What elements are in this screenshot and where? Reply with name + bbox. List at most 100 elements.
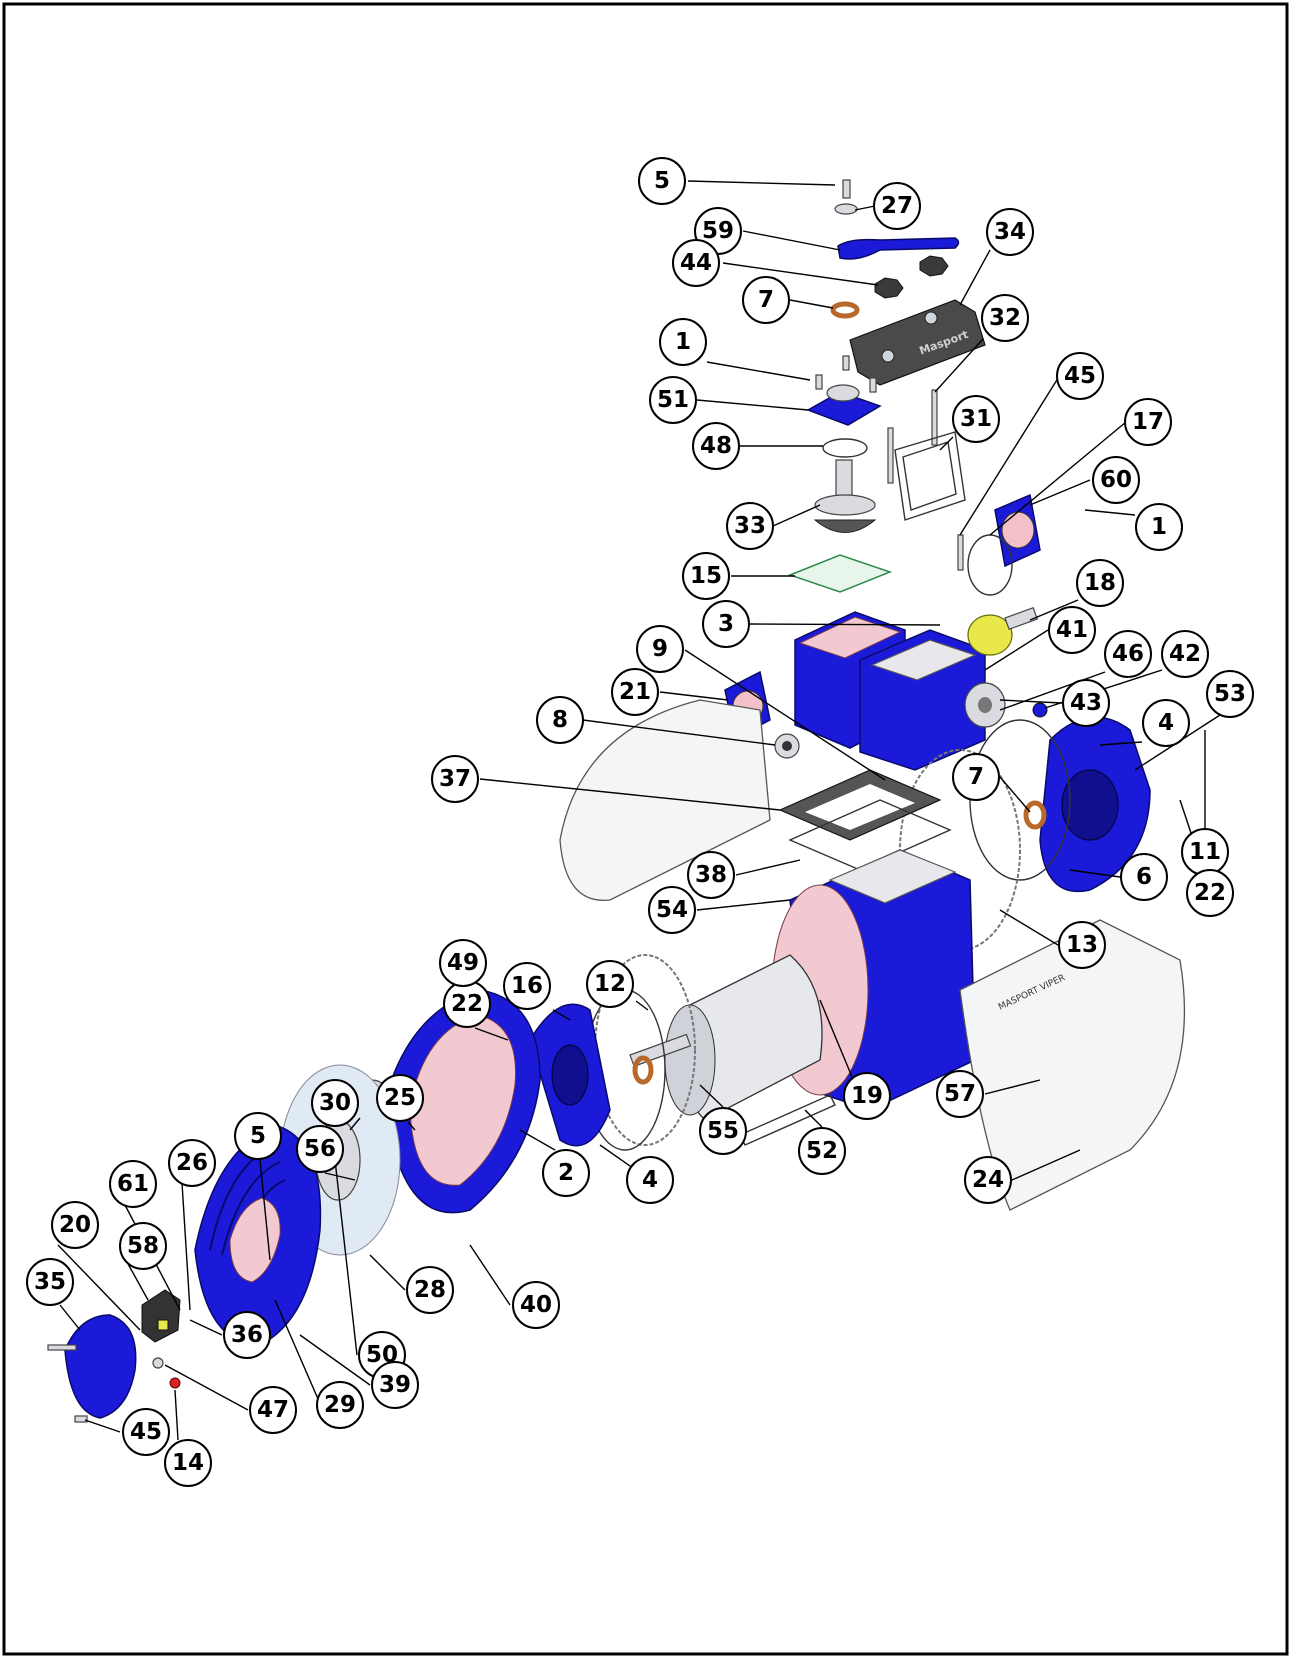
callout-label: 45 [1064,363,1096,389]
callout-label: 30 [319,1090,351,1116]
leader-26 [181,1182,191,1311]
washer-47 [152,1357,164,1369]
callout-20: 20 [51,1201,99,1249]
screw-1-c [842,355,850,371]
callout-circle [964,1156,1012,1204]
leader-17 [989,421,1127,536]
callout-label: 59 [702,218,734,244]
screw-1-b [869,377,877,393]
callout-label: 60 [1100,467,1132,493]
housing-41-opening [870,639,977,681]
callout-label: 22 [1194,880,1226,906]
callout-40: 40 [512,1281,560,1329]
callout-circle [699,1107,747,1155]
leader-35 [59,1304,81,1331]
leader-45a [959,374,1061,536]
gasket-15 [787,554,893,593]
rear-guard [559,699,771,901]
callout-1: 1 [659,318,707,366]
leader-52 [804,1109,823,1128]
callout-48: 48 [692,422,740,470]
callout-label: 17 [1132,409,1164,435]
callout-circle [798,1127,846,1175]
callout-circle [1186,869,1234,917]
leader-32 [934,338,984,393]
callout-9: 9 [636,625,684,673]
callout-circle [687,851,735,899]
callout-18: 18 [1076,559,1124,607]
o-ring-48 [822,438,868,458]
housing-31-inner [902,441,957,511]
callout-label: 31 [960,406,992,432]
callout-55: 55 [699,1107,747,1155]
callout-label: 7 [968,764,984,790]
fan-cover-39-grill-b [221,1161,281,1256]
callout-circle [952,753,1000,801]
callout-label: 54 [656,897,688,923]
callout-label: 32 [989,305,1021,331]
disc-43-hub [978,697,992,713]
callout-circle [873,182,921,230]
callout-label: 43 [1070,690,1102,716]
callout-circle [659,318,707,366]
callout-13: 13 [1058,921,1106,969]
callout-label: 12 [594,971,626,997]
callout-28: 28 [406,1266,454,1314]
callout-circle [512,1281,560,1329]
callout-7: 7 [742,276,790,324]
callout-label: 6 [1136,864,1152,890]
leader-56 [324,1172,356,1181]
callout-label: 49 [447,950,479,976]
end-cover-53-hub [1061,769,1119,841]
callout-1: 1 [1135,503,1183,551]
callout-circle [682,552,730,600]
pin-32-a [931,389,938,446]
callout-label: 52 [806,1138,838,1164]
valve-half-33 [813,519,877,533]
pump-body-54-top [828,849,957,904]
cover-34 [849,299,986,386]
valve-disk-33 [814,494,876,516]
callout-7: 7 [952,753,1000,801]
callout-circle [223,1311,271,1359]
callout-54: 54 [648,886,696,934]
callout-label: 37 [439,766,471,792]
leader-20 [57,1244,141,1331]
callout-circle [119,1222,167,1270]
callout-circle [503,962,551,1010]
leader-12 [635,1000,649,1011]
callout-label: 46 [1112,641,1144,667]
leader-43 [999,699,1063,704]
leader-55 [699,1084,724,1108]
callout-circle [702,600,750,648]
callout-60: 60 [1092,456,1140,504]
callout-circle [1058,921,1106,969]
callout-label: 29 [324,1392,356,1418]
callout-circle [1062,679,1110,727]
callout-circle [249,1386,297,1434]
filter-18 [967,614,1013,656]
callout-39: 39 [371,1361,419,1409]
red-part-14 [169,1377,181,1389]
callout-17: 17 [1124,398,1172,446]
copper-washer-7-mid [1023,800,1047,830]
lever-59 [837,237,960,260]
callout-27: 27 [873,182,921,230]
pin-45-top [957,534,964,571]
callout-circle [1142,699,1190,747]
callout-circle [611,668,659,716]
callout-circle [936,1070,984,1118]
callout-2: 2 [542,1149,590,1197]
callout-label: 16 [511,973,543,999]
callout-label: 5 [654,168,670,194]
callout-56: 56 [296,1125,344,1173]
callout-circle [742,276,790,324]
callout-35: 35 [26,1258,74,1306]
callout-circle [51,1201,99,1249]
callout-25: 25 [376,1074,424,1122]
callout-label: 39 [379,1372,411,1398]
callout-label: 58 [127,1233,159,1259]
callout-circle [843,1072,891,1120]
callout-label: 22 [451,991,483,1017]
callout-41: 41 [1048,606,1096,654]
